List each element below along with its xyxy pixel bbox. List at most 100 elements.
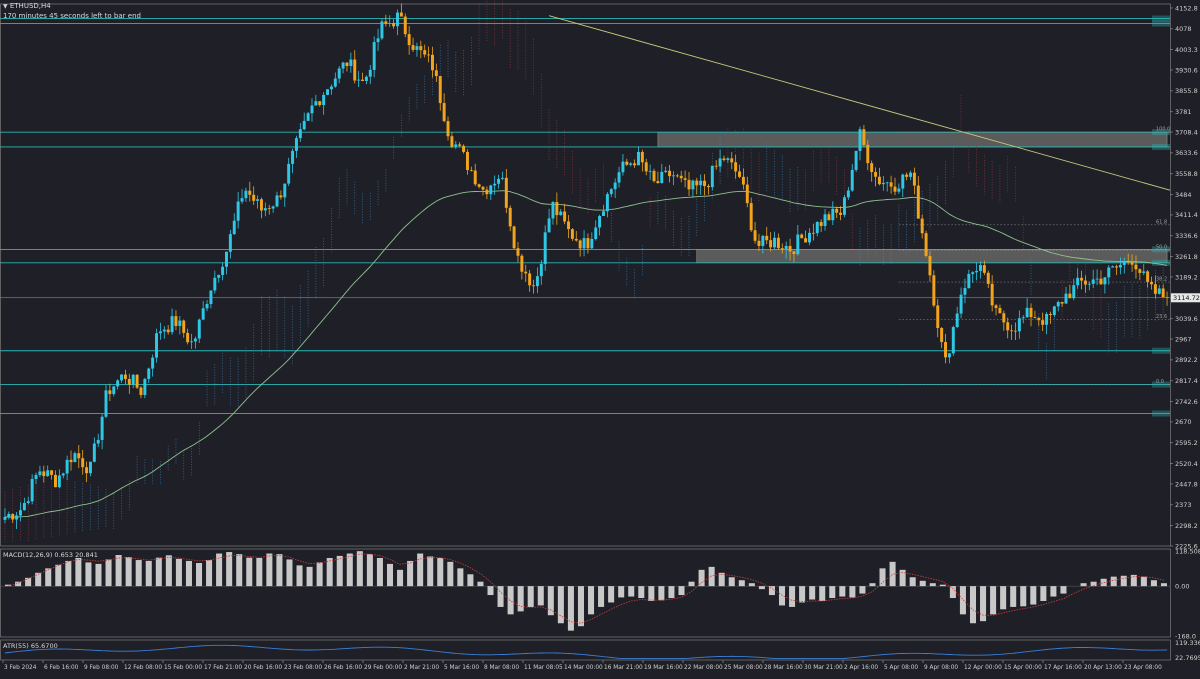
y-tick-label: 2892.2 [1175,356,1198,364]
candle-body [1162,288,1165,297]
candle-body [536,276,539,286]
candle-body [676,175,679,176]
candle-body [209,290,212,304]
candle-body [62,474,65,476]
macd-histogram-bar [960,586,966,614]
macd-histogram-bar [407,561,413,586]
candle-body [722,158,725,160]
macd-histogram-bar [297,565,303,586]
supply-demand-zone [697,249,1167,262]
candle-body [1123,261,1126,265]
candle-body [785,246,788,250]
candle-body [769,240,772,247]
candle-body [1072,285,1075,298]
fib-label: 38.2 [1156,277,1167,283]
macd-histogram-bar [85,562,91,586]
dropdown-triangle-icon[interactable]: ▼ [3,3,8,10]
macd-histogram-bar [447,562,453,586]
candle-body [703,181,706,186]
macd-histogram-bar [789,586,795,607]
candle-body [260,199,263,210]
candle-body [482,187,485,190]
candle-body [54,475,57,487]
candle-body [1158,288,1161,293]
candle-body [147,369,150,379]
macd-histogram-bar [709,567,715,586]
macd-histogram-bar [75,558,81,586]
x-tick-label: 29 Feb 00:00 [364,665,402,671]
macd-histogram-bar [970,586,976,623]
candle-body [540,264,543,276]
candle-body [1030,308,1033,317]
candle-body [174,316,177,326]
candle-body [641,152,644,162]
candle-body [754,230,757,241]
candle-body [956,314,959,327]
candle-body [334,79,337,87]
candle-body [369,70,372,77]
candle-body [998,308,1001,313]
macd-histogram-bar [608,586,614,602]
candle-body [124,375,127,379]
candle-body [684,178,687,180]
level-price-tag [1152,21,1170,27]
candle-body [1022,317,1025,318]
candle-body [11,514,14,520]
macd-histogram-bar [759,586,765,589]
candle-body [171,316,174,332]
candle-body [544,232,547,264]
candle-body [594,227,597,238]
candle-body [159,331,162,333]
y-tick-label: 3336.6 [1175,232,1198,240]
candle-body [672,175,675,176]
candle-body [509,208,512,227]
macd-histogram-bar [910,577,916,586]
macd-histogram-bar [156,558,162,586]
macd-histogram-bar [206,560,212,586]
candle-body [1065,294,1068,304]
symbol-header[interactable]: ▼ ETHUSD,H4 [3,2,51,10]
macd-histogram-bar [146,561,152,586]
candle-body [804,238,807,242]
candle-body [408,34,411,45]
candle-body [668,171,671,176]
candle-body [808,233,811,243]
candle-body [513,226,516,248]
x-tick-label: 22 Mar 08:00 [684,665,723,671]
candle-body [295,138,298,151]
x-tick-label: 16 Mar 21:00 [604,665,643,671]
candle-body [820,222,823,226]
macd-histogram-bar [136,560,142,586]
macd-histogram-bar [1151,580,1157,586]
candle-body [590,239,593,248]
candle-body [563,212,566,222]
y-tick-label: 2742.6 [1175,398,1198,406]
candle-body [1127,261,1130,262]
candle-body [1115,266,1118,267]
atr-tick-label: 22.7695 [1175,654,1200,662]
macd-histogram-bar [266,554,272,587]
candle-body [244,191,247,198]
candle-body [276,195,279,206]
candle-body [1119,265,1122,268]
candle-body [307,113,310,121]
candle-body [392,23,395,26]
candle-body [991,284,994,306]
atr-tick-label: 119.3361 [1175,639,1200,647]
candle-body [571,229,574,239]
candle-body [963,288,966,295]
level-price-tag [1152,260,1170,266]
candle-body [656,181,659,183]
candle-body [322,95,325,105]
candle-body [649,171,652,172]
candle-body [470,170,473,171]
candle-body [132,375,135,385]
x-tick-label: 6 Feb 16:00 [44,665,79,671]
candle-body [365,77,368,81]
candle-body [862,129,865,145]
candle-body [388,23,391,24]
x-tick-label: 17 Apr 16:00 [1044,665,1082,671]
candle-body [1041,320,1044,325]
